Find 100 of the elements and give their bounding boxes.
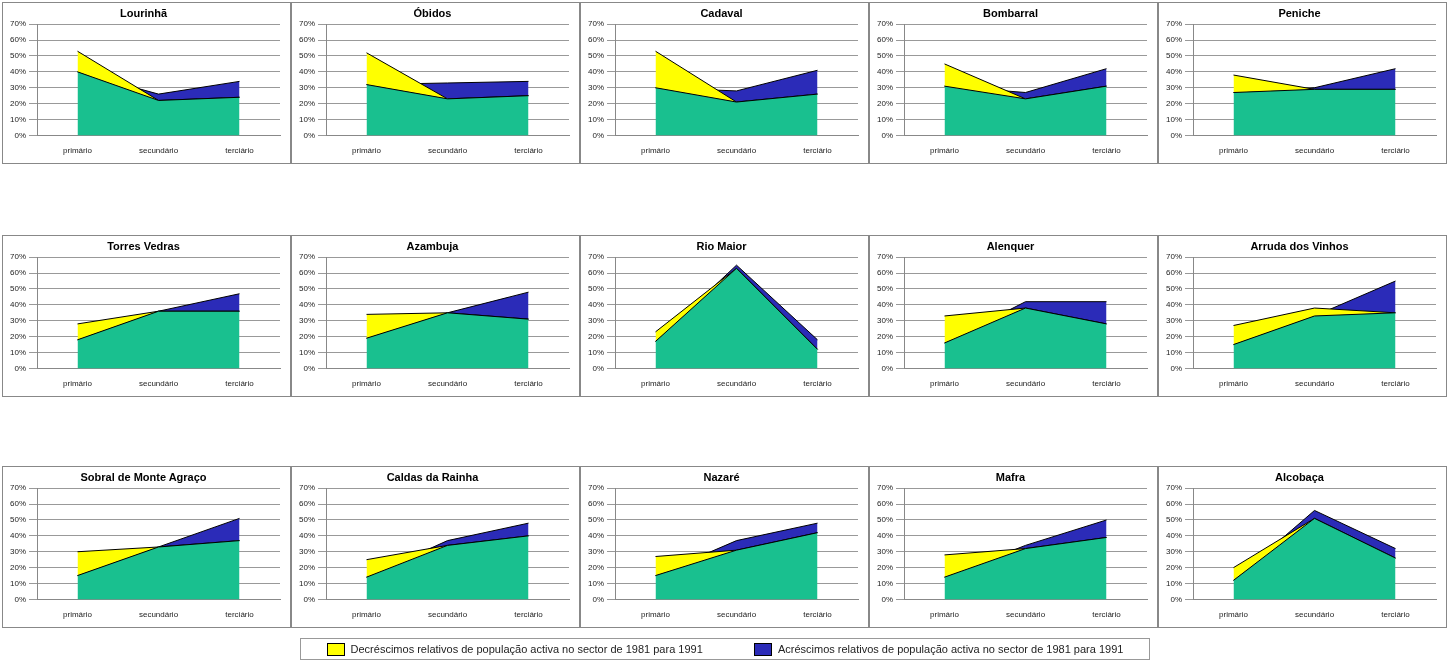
y-tick-label: 0% — [592, 130, 605, 140]
y-tick-label: 50% — [299, 51, 316, 61]
y-tick-label: 20% — [10, 562, 27, 572]
y-tick-label: 10% — [588, 114, 605, 124]
y-tick-label: 40% — [588, 300, 605, 310]
y-tick-label: 20% — [299, 331, 316, 341]
y-tick-label: 0% — [592, 594, 605, 604]
x-tick-label: terciário — [514, 146, 544, 156]
chart-title: Rio Maior — [696, 239, 748, 252]
y-tick-label: 30% — [299, 546, 316, 556]
x-tick-label: primário — [1219, 610, 1249, 620]
x-tick-label: primário — [63, 610, 93, 620]
y-tick-label: 10% — [1166, 578, 1183, 588]
y-tick-label: 10% — [588, 578, 605, 588]
y-tick-label: 40% — [877, 67, 894, 77]
y-tick-label: 70% — [588, 19, 605, 29]
y-tick-label: 60% — [1166, 35, 1183, 45]
y-tick-label: 10% — [877, 578, 894, 588]
y-tick-label: 60% — [10, 499, 27, 509]
y-tick-label: 30% — [10, 315, 27, 325]
chart-title: Alcobaça — [1275, 470, 1325, 483]
y-tick-label: 60% — [877, 35, 894, 45]
y-tick-label: 0% — [14, 130, 27, 140]
y-tick-label: 70% — [299, 483, 316, 493]
y-tick-label: 50% — [299, 515, 316, 525]
y-tick-label: 30% — [588, 82, 605, 92]
y-tick-label: 40% — [877, 531, 894, 541]
y-tick-label: 20% — [588, 562, 605, 572]
y-tick-label: 70% — [1166, 483, 1183, 493]
y-tick-label: 50% — [299, 284, 316, 294]
x-tick-label: terciário — [514, 610, 544, 620]
y-tick-label: 40% — [10, 67, 27, 77]
y-tick-label: 30% — [10, 82, 27, 92]
y-tick-label: 60% — [877, 268, 894, 278]
y-tick-label: 60% — [299, 35, 316, 45]
y-tick-label: 20% — [877, 98, 894, 108]
y-tick-label: 30% — [1166, 315, 1183, 325]
y-tick-label: 0% — [14, 594, 27, 604]
x-tick-label: primário — [930, 610, 960, 620]
y-tick-label: 60% — [588, 35, 605, 45]
y-tick-label: 70% — [588, 483, 605, 493]
y-tick-label: 30% — [10, 546, 27, 556]
x-tick-label: primário — [63, 379, 93, 389]
y-tick-label: 40% — [299, 67, 316, 77]
y-tick-label: 0% — [303, 363, 316, 373]
chart-title: Sobral de Monte Agraço — [80, 470, 207, 483]
x-tick-label: terciário — [1381, 379, 1411, 389]
y-tick-label: 40% — [1166, 300, 1183, 310]
y-tick-label: 70% — [1166, 252, 1183, 262]
y-tick-label: 10% — [299, 578, 316, 588]
x-tick-label: primário — [641, 379, 671, 389]
x-tick-label: primário — [930, 146, 960, 156]
x-tick-label: secundário — [1005, 146, 1046, 156]
y-tick-label: 70% — [877, 483, 894, 493]
x-tick-label: primário — [63, 146, 93, 156]
y-tick-label: 0% — [881, 594, 894, 604]
y-tick-label: 60% — [10, 268, 27, 278]
chart-title: Mafra — [995, 470, 1027, 483]
x-tick-label: secundário — [716, 379, 757, 389]
chart-title: Nazaré — [703, 470, 740, 483]
y-tick-label: 70% — [10, 252, 27, 262]
y-tick-label: 10% — [1166, 347, 1183, 357]
y-tick-label: 10% — [588, 347, 605, 357]
y-tick-label: 60% — [588, 499, 605, 509]
x-tick-label: secundário — [138, 610, 179, 620]
x-tick-label: terciário — [225, 379, 255, 389]
chart-title: Cadaval — [700, 6, 743, 19]
y-tick-label: 60% — [1166, 499, 1183, 509]
x-tick-label: secundário — [716, 610, 757, 620]
y-tick-label: 50% — [588, 284, 605, 294]
y-tick-label: 30% — [877, 315, 894, 325]
y-tick-label: 60% — [299, 499, 316, 509]
x-tick-label: primário — [930, 379, 960, 389]
y-tick-label: 50% — [10, 515, 27, 525]
y-tick-label: 40% — [299, 531, 316, 541]
y-tick-label: 20% — [1166, 98, 1183, 108]
y-tick-label: 70% — [10, 19, 27, 29]
x-tick-label: primário — [641, 146, 671, 156]
y-tick-label: 40% — [10, 300, 27, 310]
y-tick-label: 20% — [877, 331, 894, 341]
y-tick-label: 70% — [299, 19, 316, 29]
y-tick-label: 40% — [299, 300, 316, 310]
y-tick-label: 50% — [1166, 51, 1183, 61]
y-tick-label: 20% — [1166, 331, 1183, 341]
y-tick-label: 20% — [1166, 562, 1183, 572]
y-tick-label: 50% — [1166, 515, 1183, 525]
y-tick-label: 10% — [10, 578, 27, 588]
x-tick-label: primário — [1219, 379, 1249, 389]
x-tick-label: terciário — [803, 379, 833, 389]
x-tick-label: secundário — [1294, 146, 1335, 156]
x-tick-label: secundário — [427, 379, 468, 389]
y-tick-label: 40% — [10, 531, 27, 541]
x-tick-label: primário — [352, 379, 382, 389]
x-tick-label: primário — [352, 146, 382, 156]
y-tick-label: 50% — [1166, 284, 1183, 294]
y-tick-label: 20% — [299, 98, 316, 108]
x-tick-label: terciário — [225, 610, 255, 620]
y-tick-label: 10% — [1166, 114, 1183, 124]
y-tick-label: 20% — [10, 98, 27, 108]
y-tick-label: 20% — [299, 562, 316, 572]
